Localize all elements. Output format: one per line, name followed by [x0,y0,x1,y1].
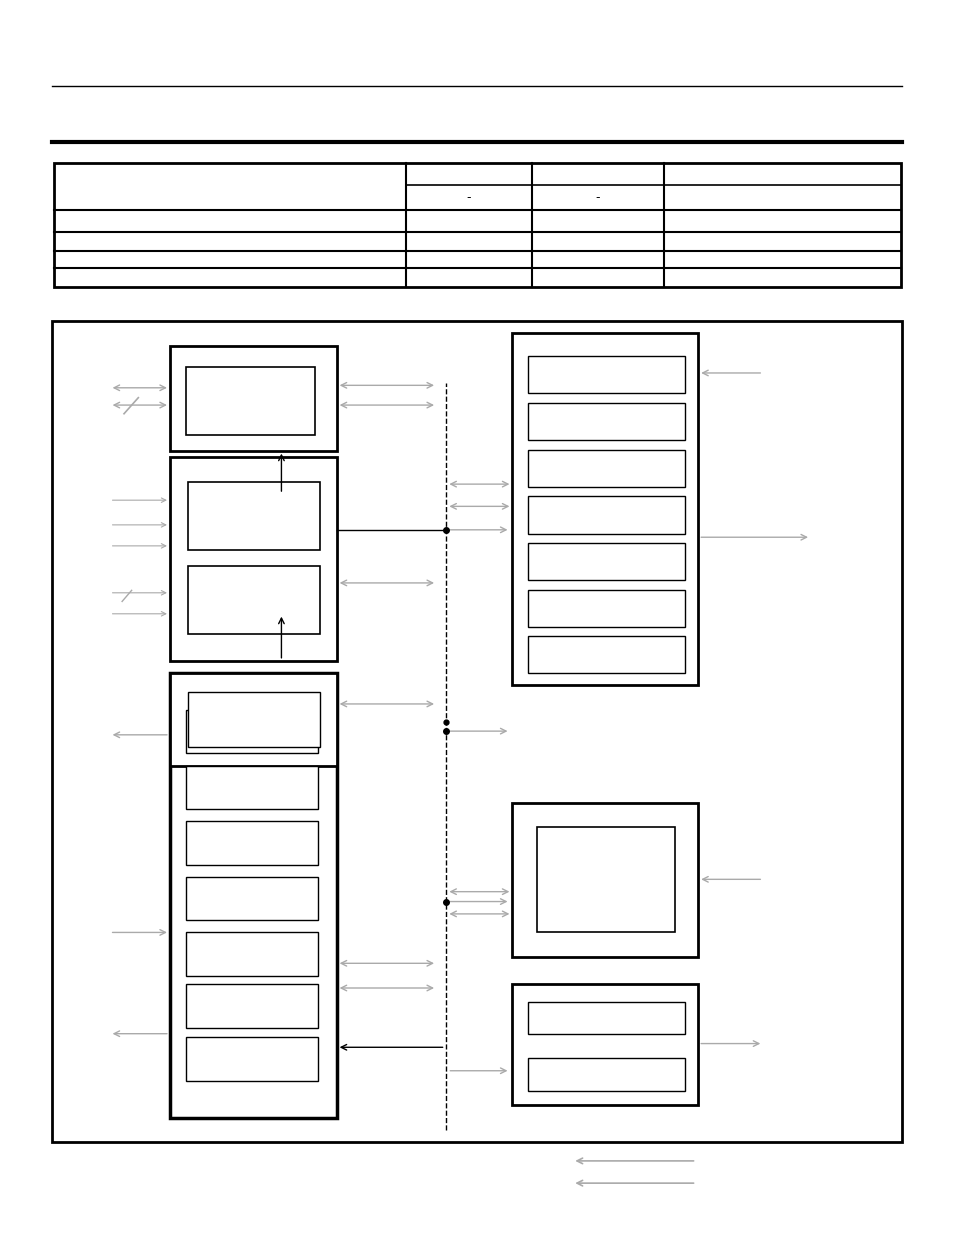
FancyBboxPatch shape [512,333,698,685]
FancyBboxPatch shape [186,984,317,1028]
Text: -: - [596,191,599,204]
FancyBboxPatch shape [537,827,675,932]
FancyBboxPatch shape [527,636,684,673]
FancyBboxPatch shape [186,877,317,920]
FancyBboxPatch shape [186,932,317,976]
FancyBboxPatch shape [188,566,319,634]
FancyBboxPatch shape [527,590,684,627]
FancyBboxPatch shape [52,321,901,1142]
FancyBboxPatch shape [527,403,684,440]
FancyBboxPatch shape [54,163,900,287]
FancyBboxPatch shape [170,673,336,766]
FancyBboxPatch shape [170,457,336,661]
FancyBboxPatch shape [527,356,684,393]
FancyBboxPatch shape [527,543,684,580]
FancyBboxPatch shape [170,346,336,451]
Text: -: - [466,191,471,204]
FancyBboxPatch shape [527,450,684,487]
FancyBboxPatch shape [188,482,319,550]
FancyBboxPatch shape [170,673,336,1118]
FancyBboxPatch shape [527,1002,684,1034]
FancyBboxPatch shape [186,821,317,864]
FancyBboxPatch shape [527,496,684,534]
FancyBboxPatch shape [527,1058,684,1091]
FancyBboxPatch shape [186,1037,317,1081]
FancyBboxPatch shape [512,984,698,1105]
FancyBboxPatch shape [186,766,317,809]
FancyBboxPatch shape [186,367,314,435]
FancyBboxPatch shape [188,692,319,747]
FancyBboxPatch shape [186,710,317,753]
FancyBboxPatch shape [512,803,698,957]
